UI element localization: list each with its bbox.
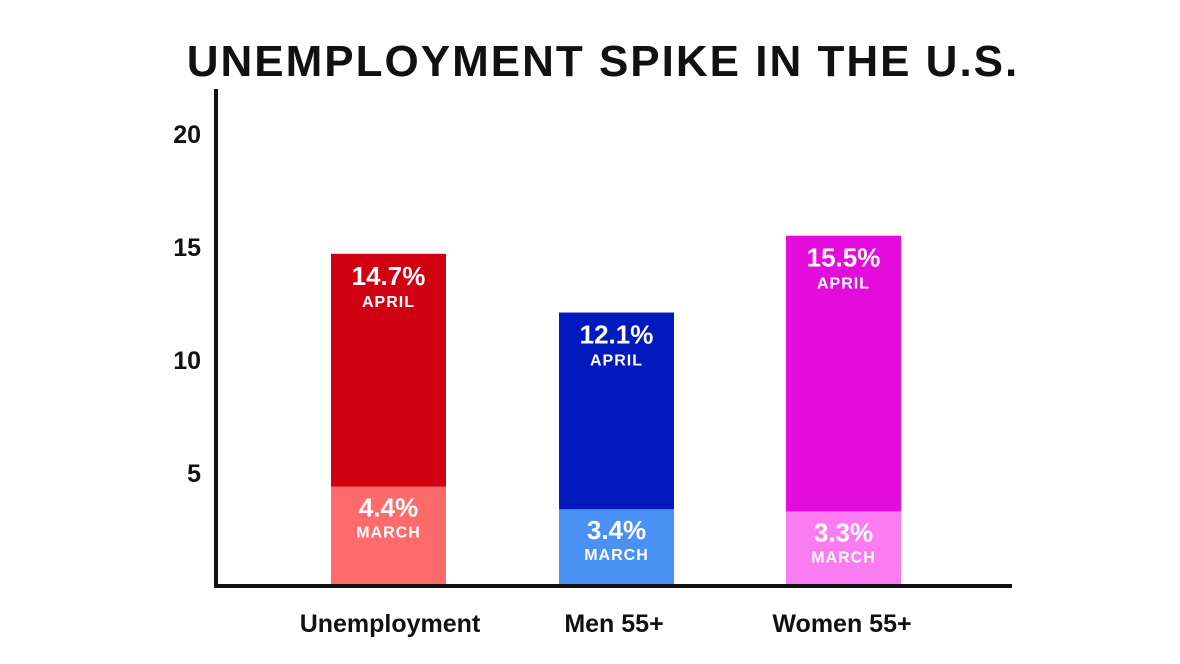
x-category-label: Women 55+: [772, 610, 911, 638]
bar-month-label: MARCH: [584, 547, 649, 564]
bar-march: [559, 509, 674, 586]
y-axis-ticks: 5 10 15 20: [173, 121, 201, 488]
bar-march: [331, 486, 446, 586]
x-category-label: Men 55+: [564, 610, 663, 638]
x-category-label: Unemployment: [300, 610, 481, 638]
x-axis-categories: Unemployment Men 55+ Women 55+: [300, 610, 912, 638]
bar-value-label: 4.4%: [359, 493, 418, 523]
y-tick-label: 5: [187, 460, 201, 488]
bar-march: [786, 511, 901, 586]
y-tick-label: 15: [173, 234, 201, 262]
bar-value-label: 3.3%: [814, 517, 873, 547]
bar-month-label: MARCH: [356, 525, 421, 542]
bars: 14.7% APRIL 4.4% MARCH 12.1% APRIL 3.4% MARCH 15…: [331, 235, 901, 586]
bar-value-label: 14.7%: [352, 261, 426, 291]
y-tick-label: 20: [173, 121, 201, 149]
y-tick-label: 10: [173, 347, 201, 375]
bar-value-label: 15.5%: [807, 243, 881, 273]
chart-title: UNEMPLOYMENT SPIKE IN THE U.S.: [187, 37, 1020, 86]
bar-value-label: 12.1%: [580, 320, 654, 350]
bar-month-label: MARCH: [811, 549, 876, 566]
bar-month-label: APRIL: [362, 294, 415, 311]
bar-month-label: APRIL: [590, 353, 643, 370]
bar-value-label: 3.4%: [587, 515, 646, 545]
bar-month-label: APRIL: [817, 276, 870, 293]
